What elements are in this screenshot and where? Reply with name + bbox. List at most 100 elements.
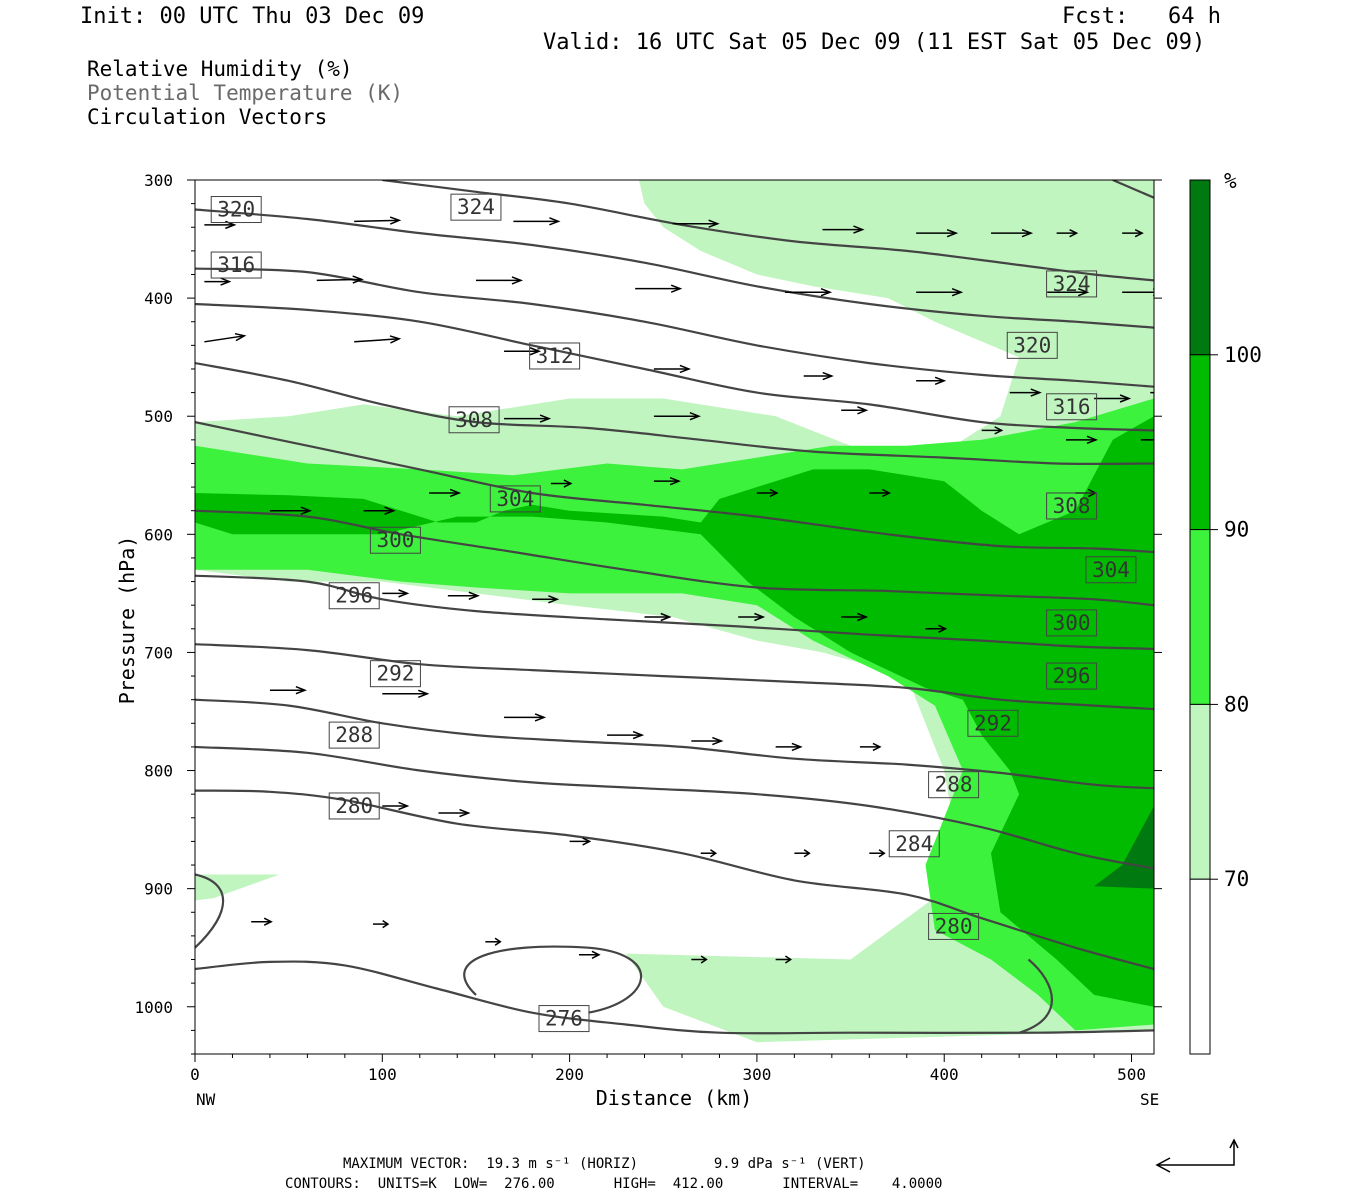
theta-label: 288 — [928, 771, 980, 799]
theta-label-text: 316 — [217, 253, 255, 277]
x-axis-title: Distance (km) — [596, 1086, 753, 1110]
y-tick-label: 700 — [144, 643, 173, 662]
circulation-vector — [738, 612, 766, 622]
x-tick-label: 0 — [190, 1065, 200, 1084]
colorbar-label: 70 — [1224, 867, 1249, 891]
theta-contour-edge — [195, 873, 224, 949]
y-tick-label: 300 — [144, 171, 173, 190]
circulation-vector — [916, 376, 947, 385]
circulation-vector — [504, 347, 542, 356]
x-end-label-nw: NW — [196, 1090, 216, 1109]
circulation-vector — [859, 742, 882, 752]
theta-label: 292 — [967, 709, 1019, 737]
circulation-vector — [794, 849, 811, 858]
circulation-vector — [354, 335, 402, 344]
circulation-vector — [251, 917, 273, 926]
x-tick-label: 200 — [555, 1065, 584, 1084]
colorbar-segment — [1189, 529, 1211, 705]
theta-label-text: 312 — [536, 344, 574, 368]
circulation-vector — [532, 595, 560, 604]
colorbar-segment — [1189, 179, 1211, 356]
theta-contour-280 — [195, 789, 1154, 971]
forecast-hour: Fcst: 64 h — [1062, 4, 1221, 29]
circulation-vector — [513, 217, 561, 226]
circulation-vector — [269, 506, 312, 515]
y-tick-label: 900 — [144, 880, 173, 899]
colorbar-segment — [1189, 878, 1211, 1055]
rh-region-100 — [1094, 806, 1154, 889]
theta-label: 288 — [328, 721, 380, 749]
y-tick-label: 500 — [144, 407, 173, 426]
theta-contour-312 — [195, 302, 1154, 432]
circulation-vector — [475, 276, 524, 285]
legend-relative-humidity: Relative Humidity (%) — [87, 57, 353, 81]
circulation-vector — [841, 406, 869, 415]
circulation-vector — [578, 950, 601, 959]
circulation-vector — [429, 488, 462, 498]
colorbar: 100 90 80 70 — [1189, 179, 1262, 1055]
theta-label: 308 — [1046, 492, 1098, 520]
circulation-vector — [1056, 228, 1079, 238]
theta-label: 280 — [928, 912, 980, 940]
theta-label: 324 — [450, 193, 502, 221]
theta-contour-304 — [195, 421, 1154, 554]
circulation-vector — [569, 837, 592, 846]
theta-label: 284 — [888, 830, 940, 858]
rh-fill-layer — [195, 180, 1154, 1043]
circulation-vector — [635, 284, 683, 293]
x-tick-label: 400 — [930, 1065, 959, 1084]
colorbar-segment — [1189, 354, 1211, 531]
theta-label-text: 292 — [376, 662, 414, 686]
theta-contour-276 — [195, 960, 1154, 1035]
theta-contour-328 — [1112, 180, 1154, 199]
y-tick-label: 400 — [144, 289, 173, 308]
circulation-vector — [869, 488, 891, 498]
circulation-vector — [991, 228, 1034, 238]
colorbar-label: 80 — [1224, 692, 1249, 716]
theta-label: 300 — [369, 526, 421, 554]
theta-label-text: 288 — [335, 723, 373, 747]
circulation-vector — [981, 426, 1004, 435]
rh-region-90 — [195, 416, 1154, 1007]
x-tick-label: 500 — [1117, 1065, 1146, 1084]
theta-contour-296 — [195, 574, 1154, 650]
theta-label: 300 — [1046, 609, 1098, 637]
circulation-vector — [504, 713, 547, 722]
circulation-vector — [1122, 228, 1144, 238]
circulation-vector — [653, 476, 681, 486]
y-tick-label: 600 — [144, 525, 173, 544]
init-time: Init: 00 UTC Thu 03 Dec 09 — [80, 4, 425, 29]
theta-contour-292 — [195, 643, 1154, 711]
theta-label: 296 — [328, 582, 380, 610]
circulation-vector — [447, 591, 480, 600]
theta-label: 324 — [1046, 270, 1098, 298]
circulation-vector — [841, 612, 869, 622]
theta-label-text: 320 — [1013, 333, 1051, 357]
theta-label-text: 300 — [1053, 611, 1091, 635]
theta-label-text: 300 — [376, 528, 414, 552]
circulation-vector — [204, 277, 232, 286]
legend-circulation-vectors: Circulation Vectors — [87, 105, 328, 129]
circulation-vector — [504, 414, 552, 423]
circulation-vector — [438, 808, 471, 818]
theta-label-text: 280 — [935, 914, 973, 938]
theta-label-text: 284 — [895, 832, 933, 856]
theta-label: 296 — [1046, 662, 1098, 690]
circulation-vector — [803, 371, 834, 381]
theta-label: 280 — [328, 792, 380, 820]
circulation-vector — [869, 849, 886, 858]
circulation-vector — [775, 742, 803, 752]
circulation-vector — [1009, 388, 1042, 397]
theta-label: 276 — [538, 1005, 590, 1033]
theta-label: 308 — [448, 406, 500, 434]
circulation-vector — [1122, 288, 1154, 297]
theta-label: 304 — [489, 485, 541, 513]
y-tick-label: 1000 — [134, 998, 173, 1017]
circulation-vector — [775, 955, 792, 964]
theta-label-text: 296 — [1053, 664, 1091, 688]
y-axis-title: Pressure (hPa) — [115, 536, 139, 705]
circulation-vector — [1094, 394, 1132, 403]
theta-contour-284 — [195, 745, 1154, 870]
theta-label-text: 324 — [1053, 272, 1091, 296]
